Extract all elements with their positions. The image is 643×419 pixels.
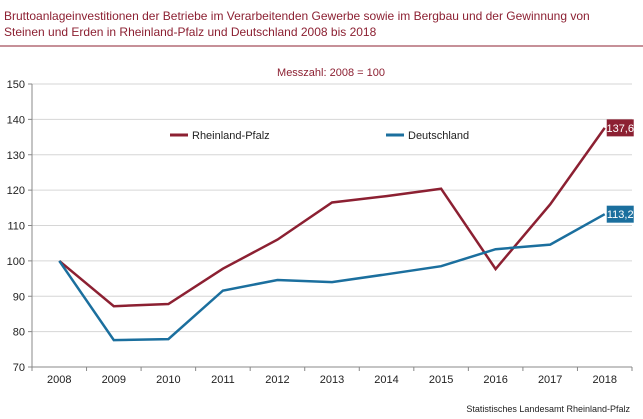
y-tick-label: 100: [7, 256, 25, 268]
chart-subtitle: Messzahl: 2008 = 100: [277, 67, 385, 79]
x-tick-label: 2018: [592, 374, 616, 386]
chart-title-line-2: Steinen und Erden in Rheinland-Pfalz und…: [4, 25, 377, 39]
y-tick-label: 150: [7, 79, 25, 91]
end-labels: 137,6 113,2: [606, 119, 634, 223]
x-tick-label: 2009: [102, 374, 126, 386]
legend-label: Deutschland: [408, 130, 469, 142]
x-tick-label: 2014: [374, 374, 398, 386]
y-tick-label: 70: [13, 362, 25, 374]
x-tick-label: 2012: [265, 374, 289, 386]
x-tick-label: 2017: [538, 374, 562, 386]
source-note: Statistisches Landesamt Rheinland-Pfalz: [466, 404, 630, 414]
end-value-label: 137,6: [606, 123, 634, 135]
y-tick-label: 140: [7, 114, 25, 126]
series-lines: [58, 127, 606, 342]
x-tick-label: 2013: [320, 374, 344, 386]
end-label-box: [606, 119, 634, 137]
y-tick-label: 130: [7, 150, 25, 162]
legend-label: Rheinland-Pfalz: [192, 130, 270, 142]
x-tick-label: 2010: [156, 374, 180, 386]
y-tick-label: 110: [7, 221, 25, 233]
end-value-label: 113,2: [607, 209, 634, 221]
x-tick-label: 2008: [47, 374, 71, 386]
chart-title-line-1: Bruttoanlageinvestitionen der Betriebe i…: [4, 9, 590, 23]
grid-lines: [32, 83, 632, 333]
x-tick-label: 2016: [483, 374, 507, 386]
axes: 70 80 90 100 110 120 130 140 150 2008 2009 2010 2011…: [7, 79, 633, 386]
y-tick-label: 90: [13, 291, 25, 303]
y-tick-label: 120: [7, 185, 25, 197]
legend: Rheinland-Pfalz Deutschland: [170, 130, 469, 142]
series-line-deutschland: [58, 213, 606, 342]
x-tick-label: 2011: [211, 374, 235, 386]
x-tick-label: 2015: [429, 374, 453, 386]
end-label-box: [606, 205, 634, 223]
y-tick-label: 80: [13, 327, 25, 339]
